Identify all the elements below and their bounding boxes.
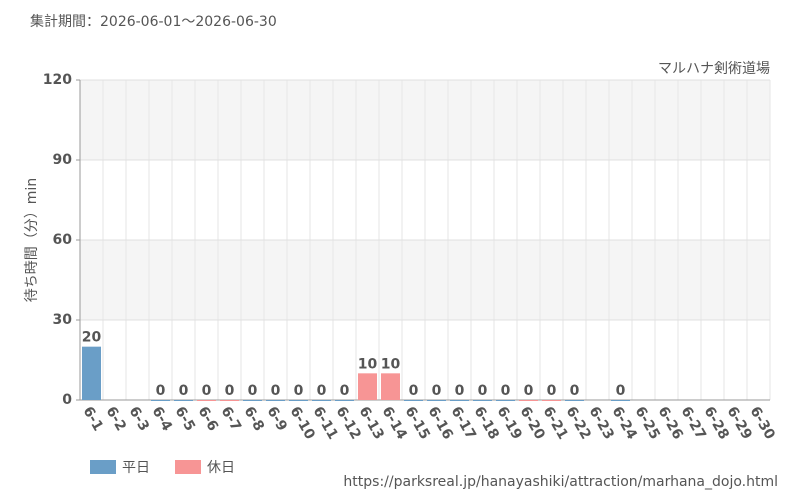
data-label: 0 (248, 383, 258, 399)
bar (565, 400, 584, 401)
bar (427, 400, 446, 401)
source-url: https://parksreal.jp/hanayashiki/attract… (343, 474, 778, 490)
legend-label: 休日 (207, 460, 235, 476)
bar (381, 373, 400, 400)
data-label: 0 (524, 383, 534, 399)
bar (519, 400, 538, 401)
bar (289, 400, 308, 401)
data-label: 0 (340, 383, 350, 399)
data-label: 0 (432, 383, 442, 399)
x-tick-label: 6-1 (80, 404, 107, 434)
x-tick-label: 6-30 (747, 404, 779, 443)
x-tick-label: 6-7 (218, 404, 245, 434)
data-label: 10 (358, 356, 378, 372)
x-tick-label: 6-6 (195, 404, 222, 434)
data-label: 0 (225, 383, 235, 399)
data-label: 0 (501, 383, 511, 399)
bar (243, 400, 262, 401)
bar (358, 373, 377, 400)
data-label: 10 (381, 356, 401, 372)
bar (450, 400, 469, 401)
x-tick-label: 6-8 (241, 404, 268, 434)
data-label: 0 (570, 383, 580, 399)
legend-label: 平日 (122, 460, 150, 476)
x-tick-label: 6-5 (172, 404, 199, 434)
data-label: 0 (179, 383, 189, 399)
data-label: 0 (478, 383, 488, 399)
bar (496, 400, 515, 401)
bar (312, 400, 331, 401)
legend-swatch (175, 460, 201, 474)
data-label: 0 (271, 383, 281, 399)
bar (151, 400, 170, 401)
annotation: マルハナ剣術道場 (658, 61, 770, 77)
bar (473, 400, 492, 401)
bar (611, 400, 630, 401)
bar (335, 400, 354, 401)
data-label: 0 (547, 383, 557, 399)
bar (266, 400, 285, 401)
data-label: 0 (616, 383, 626, 399)
bar (174, 400, 193, 401)
data-label: 0 (294, 383, 304, 399)
y-tick-label: 90 (53, 152, 73, 168)
y-tick-label: 0 (62, 392, 72, 408)
bar (197, 400, 216, 401)
y-tick-label: 120 (43, 72, 72, 88)
y-tick-label: 60 (53, 232, 73, 248)
data-label: 0 (202, 383, 212, 399)
y-tick-label: 30 (53, 312, 73, 328)
x-tick-label: 6-9 (264, 404, 291, 434)
x-tick-label: 6-4 (149, 404, 176, 434)
bar (542, 400, 561, 401)
data-label: 0 (409, 383, 419, 399)
y-axis-label: 待ち時間（分）min (24, 178, 40, 302)
data-label: 0 (317, 383, 327, 399)
data-label: 0 (156, 383, 166, 399)
x-tick-label: 6-2 (103, 404, 130, 434)
bar (220, 400, 239, 401)
data-label: 0 (455, 383, 465, 399)
x-tick-label: 6-3 (126, 404, 153, 434)
subtitle: 集計期間：2026-06-01～2026-06-30 (30, 13, 277, 30)
legend-swatch (90, 460, 116, 474)
bar (404, 400, 423, 401)
data-label: 20 (82, 330, 102, 346)
bar (82, 346, 101, 400)
